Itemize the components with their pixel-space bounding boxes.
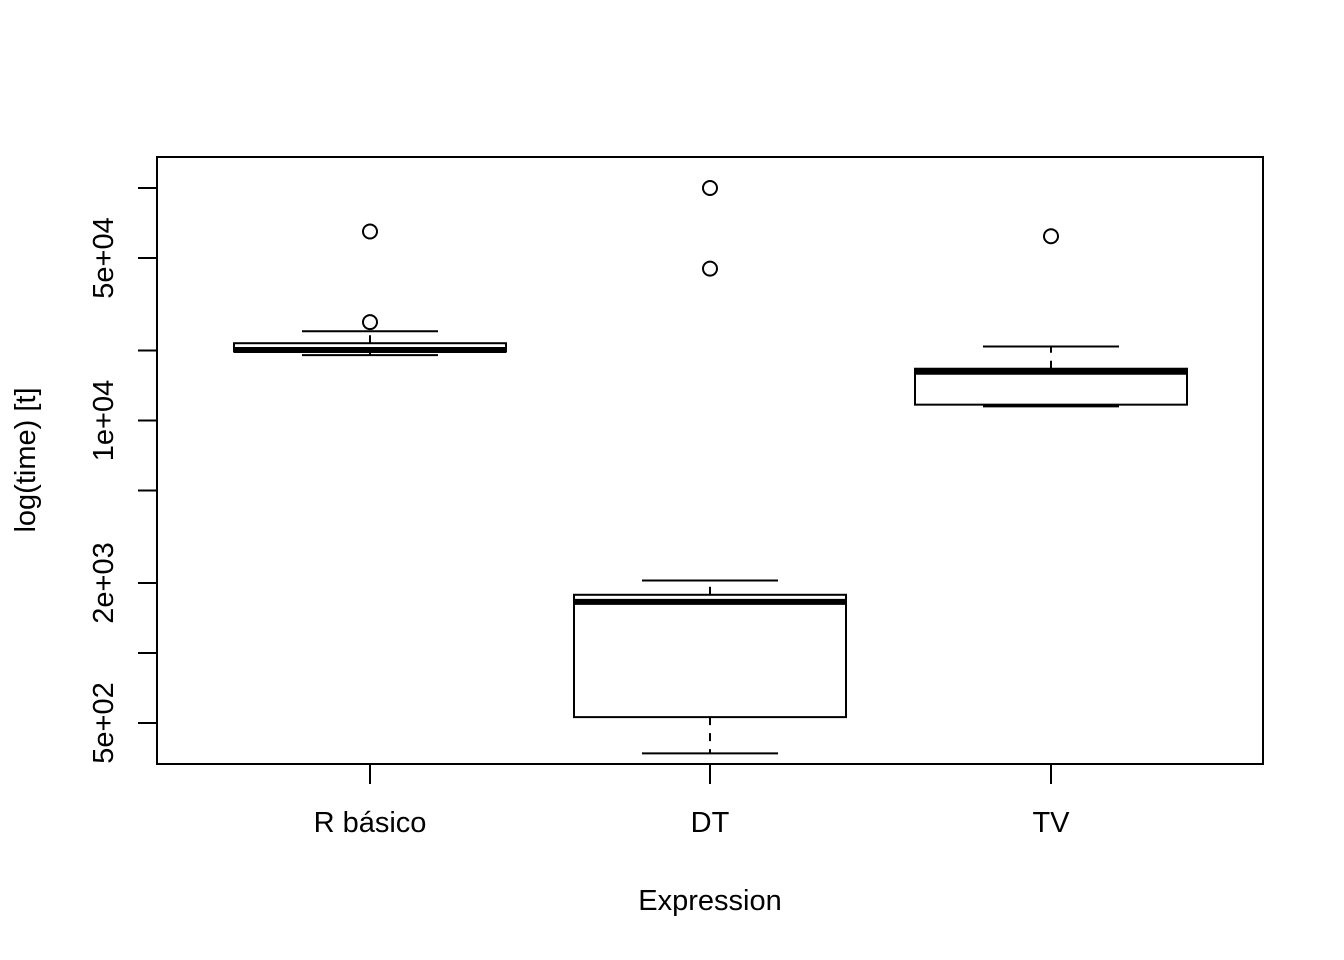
plot-frame	[156, 156, 1264, 765]
box-0	[233, 223, 507, 357]
x-tick-label: TV	[1032, 807, 1070, 839]
outlier-point	[702, 260, 718, 277]
x-axis: R básico DT TV	[314, 764, 1070, 839]
box-1	[573, 180, 847, 755]
y-tick-label: 1e+04	[88, 380, 120, 461]
outlier-point	[702, 180, 718, 197]
box-2	[914, 228, 1188, 408]
y-tick-label: 2e+03	[88, 542, 120, 623]
x-axis-label: Expression	[638, 885, 781, 917]
box-rect	[573, 593, 847, 719]
y-axis-label: log(time) [t]	[10, 387, 42, 532]
x-tick-label: R básico	[314, 807, 427, 839]
y-tick-label: 5e+02	[88, 682, 120, 763]
box-rect	[914, 367, 1188, 406]
outlier-point	[1043, 228, 1059, 245]
outlier-point	[362, 223, 378, 240]
y-axis: 5e+02 2e+03 1e+04 5e+04	[88, 187, 157, 764]
x-tick-label: DT	[691, 807, 730, 839]
y-tick-label: 5e+04	[88, 217, 120, 298]
outlier-point	[362, 314, 378, 331]
boxes	[233, 180, 1188, 755]
